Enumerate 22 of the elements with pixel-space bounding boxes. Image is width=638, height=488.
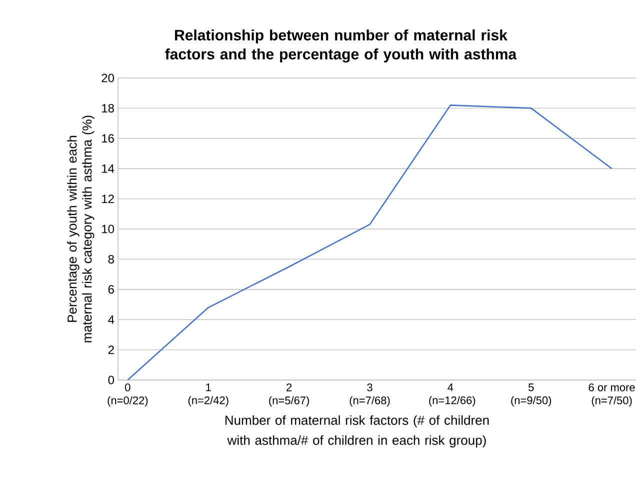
y-axis-title: Percentage of youth within each maternal risk category with asthma (%) (67, 116, 94, 342)
x-tick-label: 5 (n=9/50) (511, 384, 552, 406)
y-tick-label: 12 (102, 194, 114, 203)
x-tick-label: 3 (n=7/68) (350, 384, 390, 406)
y-tick-label: 18 (102, 104, 114, 112)
chart-title: Relationship between number of maternal risk factors and the percentage of youth with asthma (165, 29, 517, 62)
x-tick-label: 2 (n=5/67) (269, 384, 310, 406)
x-tick-label: 6 or more (n=7/50) (588, 384, 635, 406)
y-tick-label: 6 (108, 285, 114, 294)
y-tick-label: 0 (108, 376, 114, 384)
line-series (127, 104, 612, 380)
x-tick-label: 4 (n=12/66) (429, 384, 476, 406)
y-tick-label: 4 (108, 315, 114, 324)
y-tick-label: 20 (102, 74, 114, 82)
x-axis-title: Number of maternal risk factors (# of children with asthma/# of children in each risk group) (225, 415, 489, 448)
x-tick-label: 1 (n=2/42) (188, 384, 228, 406)
y-tick-label: 14 (102, 164, 114, 173)
y-tick-label: 8 (108, 254, 114, 264)
y-tick-label: 10 (102, 224, 114, 234)
x-tick-label: 0 (n=0/22) (108, 384, 148, 406)
y-tick-label: 16 (102, 134, 114, 143)
y-tick-label: 2 (108, 346, 114, 354)
